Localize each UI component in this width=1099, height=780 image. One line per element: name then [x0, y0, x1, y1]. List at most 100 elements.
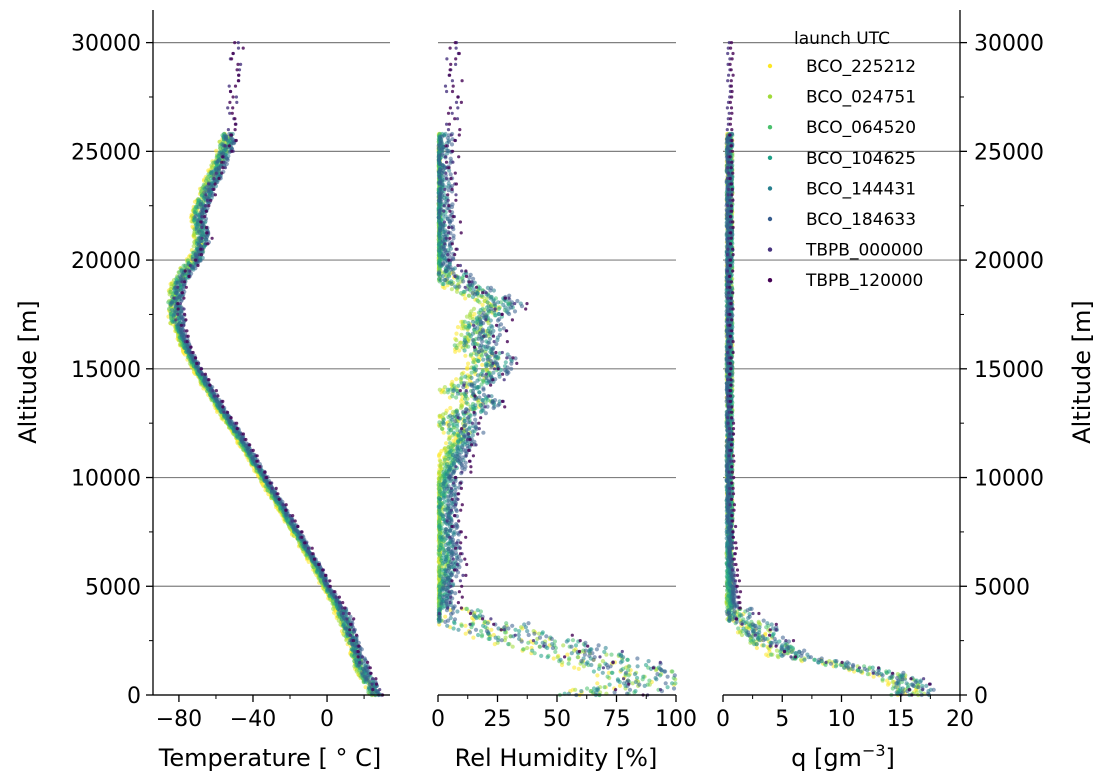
data-point	[235, 100, 239, 104]
data-point	[576, 666, 581, 672]
data-point	[356, 655, 360, 659]
data-point	[453, 284, 458, 289]
data-point	[438, 542, 443, 548]
data-point	[455, 325, 461, 330]
data-point	[213, 193, 217, 197]
data-point	[473, 348, 478, 353]
data-point	[487, 336, 493, 341]
data-point	[619, 668, 624, 673]
data-point	[229, 133, 234, 137]
data-point	[642, 683, 647, 689]
y-tick-label-left: 10000	[71, 467, 141, 492]
data-point	[456, 383, 461, 388]
data-point	[445, 387, 450, 392]
data-point	[251, 448, 255, 452]
data-point	[203, 215, 207, 219]
data-point	[438, 606, 443, 612]
data-point	[471, 360, 476, 365]
data-point	[446, 456, 451, 461]
data-point	[497, 371, 502, 377]
data-point	[466, 361, 471, 366]
data-point	[220, 171, 224, 175]
data-point	[371, 677, 375, 681]
data-point	[175, 280, 180, 285]
data-point	[199, 253, 204, 257]
data-point	[213, 182, 217, 186]
data-point	[207, 204, 211, 208]
data-point	[489, 323, 494, 328]
data-point	[233, 41, 237, 45]
data-point	[170, 308, 175, 313]
data-point	[204, 209, 208, 213]
data-point	[334, 595, 338, 599]
data-point	[452, 383, 457, 388]
data-point	[338, 601, 342, 605]
data-point	[616, 678, 621, 683]
data-point	[227, 84, 231, 88]
data-point	[473, 403, 478, 408]
data-point	[352, 628, 356, 632]
data-point	[564, 639, 569, 644]
data-point	[570, 638, 576, 643]
x-tick-label: −40	[230, 707, 276, 732]
data-point	[193, 258, 197, 262]
data-point	[437, 387, 442, 392]
data-point	[444, 554, 449, 559]
data-point	[341, 622, 346, 627]
data-point	[553, 649, 558, 655]
data-point	[595, 673, 600, 678]
data-point	[197, 229, 202, 234]
data-point	[317, 562, 321, 567]
data-point	[231, 106, 235, 110]
data-point	[200, 225, 204, 230]
data-point	[274, 486, 278, 490]
data-point	[473, 368, 478, 373]
data-point	[591, 669, 597, 674]
data-point	[188, 263, 192, 268]
data-point	[569, 651, 574, 656]
data-point	[545, 655, 550, 660]
data-point	[217, 176, 221, 181]
data-point	[194, 356, 198, 360]
data-point	[550, 642, 555, 647]
data-point	[602, 685, 607, 690]
data-point	[517, 629, 522, 634]
y-tick-label-left: 20000	[71, 249, 141, 274]
data-point	[300, 530, 304, 534]
data-point	[491, 370, 496, 375]
data-point	[205, 225, 209, 230]
data-point	[477, 390, 482, 395]
data-point	[255, 454, 259, 458]
data-point	[572, 665, 577, 670]
data-point	[229, 416, 233, 420]
data-point	[356, 649, 360, 654]
data-point	[221, 399, 225, 403]
data-point	[321, 568, 325, 572]
data-point	[176, 302, 180, 306]
data-point	[450, 394, 455, 399]
data-point	[359, 670, 365, 675]
data-point	[610, 670, 615, 675]
data-point	[476, 632, 481, 638]
data-point	[268, 481, 272, 485]
data-point	[537, 644, 543, 649]
data-point	[475, 608, 480, 613]
data-point	[596, 666, 602, 672]
data-point	[323, 573, 328, 578]
data-point	[311, 552, 315, 556]
data-point	[464, 400, 469, 405]
data-point	[479, 353, 485, 358]
y-tick-label-left: 30000	[71, 32, 141, 57]
data-point	[215, 159, 220, 164]
data-point	[442, 478, 448, 484]
data-point	[281, 503, 285, 507]
data-point	[465, 365, 470, 370]
data-point	[469, 375, 474, 380]
data-point	[226, 128, 230, 132]
data-point	[378, 688, 382, 692]
data-point	[455, 609, 460, 614]
data-point	[226, 410, 230, 414]
data-point	[235, 427, 239, 431]
data-point	[230, 111, 234, 115]
